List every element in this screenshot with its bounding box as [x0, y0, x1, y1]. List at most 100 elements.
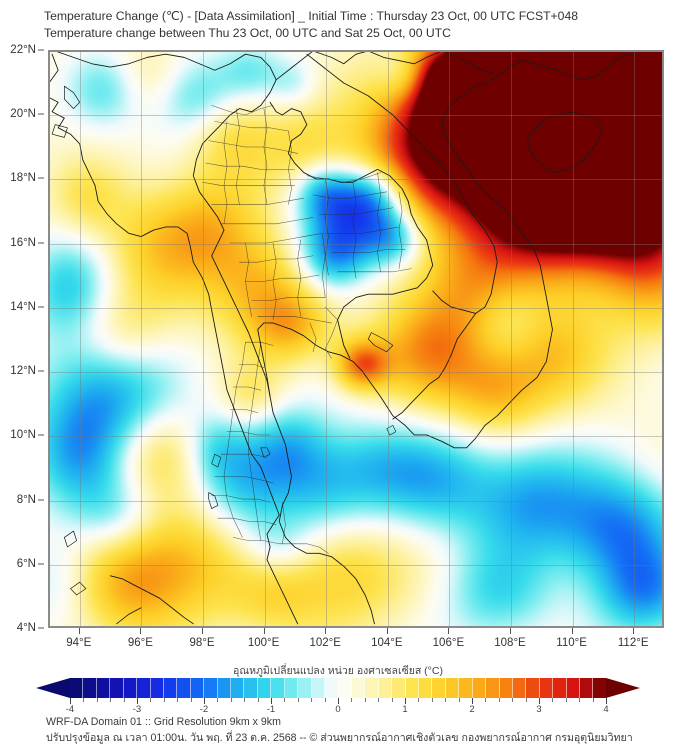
x-axis-tick — [263, 628, 265, 634]
colorbar-major-tick — [137, 698, 138, 704]
provincial-boundary — [220, 453, 268, 458]
coastline-phu-quoc-island — [386, 425, 397, 436]
graticule-latitude-line — [49, 243, 663, 245]
colorbar-segment — [459, 678, 473, 698]
colorbar-tick-label: -4 — [65, 704, 75, 715]
y-axis-tick — [38, 49, 44, 51]
colorbar-minor-tick — [592, 698, 594, 702]
colorbar-minor-tick — [177, 698, 179, 702]
x-axis-tick — [140, 628, 142, 634]
coastline-malay-east — [269, 396, 375, 625]
colorbar-segment — [204, 678, 218, 698]
x-axis-label: 94°E — [66, 637, 92, 649]
provincial-boundary — [232, 386, 262, 391]
colorbar-major-tick — [271, 698, 272, 704]
y-axis-label: 18°N — [10, 172, 36, 185]
anomaly-raster — [49, 51, 663, 627]
colorbar-segment — [311, 678, 326, 698]
provincial-boundary — [220, 217, 314, 225]
colorbar-tick-label: 4 — [603, 704, 609, 715]
colorbar-minor-tick — [311, 698, 313, 702]
colorbar-segment — [257, 678, 272, 698]
provincial-boundary — [211, 105, 274, 116]
colorbar-segment — [539, 678, 554, 698]
provincial-boundary — [251, 297, 326, 301]
provincial-boundary — [263, 108, 268, 205]
x-axis-label: 110°E — [556, 637, 587, 649]
y-axis-label: 14°N — [10, 300, 36, 313]
coastline-hainan-island — [527, 111, 603, 174]
colorbar-segment — [593, 678, 606, 698]
provincial-boundary — [312, 191, 387, 199]
x-axis-tick — [510, 628, 511, 634]
colorbar-minor-tick — [230, 698, 232, 702]
colorbar-tick-label: 3 — [536, 704, 542, 715]
title-line-2: Temperature change between Thu 23 Oct, 0… — [44, 26, 451, 40]
coastline-sumatra-islands — [116, 607, 142, 625]
provincial-boundary — [297, 239, 302, 317]
map-plot-area[interactable] — [48, 50, 664, 628]
colorbar-segment — [418, 678, 433, 698]
colorbar-minor-tick — [217, 698, 219, 702]
provincial-boundary — [245, 341, 274, 346]
colorbar-tick-label: 2 — [469, 704, 475, 715]
provincial-boundary — [236, 108, 240, 205]
colorbar-minor-tick — [351, 698, 353, 702]
colorbar-segment — [512, 678, 527, 698]
provincial-boundary — [223, 341, 246, 538]
colorbar-minor-tick — [512, 698, 514, 702]
graticule-longitude-line — [326, 51, 328, 627]
colorbar-minor-tick — [123, 698, 125, 702]
footer-line-model: WRF-DA Domain 01 :: Grid Resolution 9km … — [46, 716, 281, 728]
provincial-boundary — [321, 233, 326, 298]
colorbar-segment — [83, 678, 97, 698]
graticule-longitude-line — [203, 51, 204, 627]
colorbar-minor-tick — [364, 698, 366, 702]
border-cambodia-vietnam — [392, 312, 477, 420]
graticule-longitude-line — [79, 51, 81, 627]
colorbar-segment — [378, 678, 393, 698]
colorbar-major-tick — [472, 698, 473, 704]
colorbar-major-tick — [204, 698, 205, 704]
colorbar-minor-tick — [431, 698, 433, 702]
border-laos-vietnam — [306, 53, 498, 314]
colorbar-major-tick — [606, 698, 607, 704]
y-axis-label: 16°N — [10, 236, 36, 249]
graticule-longitude-line — [634, 51, 636, 627]
colorbar-minor-tick — [190, 698, 192, 702]
graticule-latitude-line — [49, 564, 663, 566]
colorbar-segment — [405, 678, 419, 698]
provincial-boundary — [272, 242, 277, 321]
provincial-boundary — [229, 233, 323, 244]
colorbar-minor-tick — [391, 698, 393, 702]
colorbar-segment — [499, 678, 513, 698]
graticule-longitude-line — [264, 51, 266, 627]
coastline-arakan-island — [64, 85, 81, 109]
provincial-boundary — [239, 255, 314, 263]
title-line-1: Temperature Change (℃) - [Data Assimilat… — [44, 9, 579, 23]
colorbar-minor-tick — [418, 698, 420, 702]
colorbar-minor-tick — [378, 698, 380, 702]
coastline-arakan-island-2 — [51, 124, 68, 138]
graticule-longitude-line — [449, 51, 451, 627]
colorbar-segment — [526, 678, 540, 698]
coastline-malay-west — [266, 514, 299, 625]
colorbar[interactable] — [36, 678, 640, 698]
colorbar-segment — [486, 678, 500, 698]
provincial-boundary — [223, 121, 228, 225]
colorbar-minor-tick — [485, 698, 487, 702]
x-axis-tick — [571, 628, 573, 634]
colorbar-minor-tick — [284, 698, 286, 702]
coastline-gulf-of-thailand-vietnam — [257, 53, 633, 449]
colorbar-minor-tick — [297, 698, 299, 702]
colorbar-segment — [298, 678, 312, 698]
graticule-latitude-line — [49, 500, 663, 502]
x-axis-tick — [448, 628, 450, 634]
coastline-nicobar-island-2 — [64, 530, 77, 548]
x-axis-tick — [633, 628, 635, 634]
y-axis-tick — [38, 563, 44, 565]
y-axis: 22°N 20°N 18°N 16°N 14°N 12°N 10°N 8°N 6°N 4°N — [0, 44, 44, 634]
provincial-boundary — [306, 172, 381, 183]
provincial-boundary — [309, 322, 317, 353]
colorbar-caption: อุณหภูมิเปลี่ยนแปลง หน่วย องศาเซลเซียส (… — [233, 665, 443, 677]
